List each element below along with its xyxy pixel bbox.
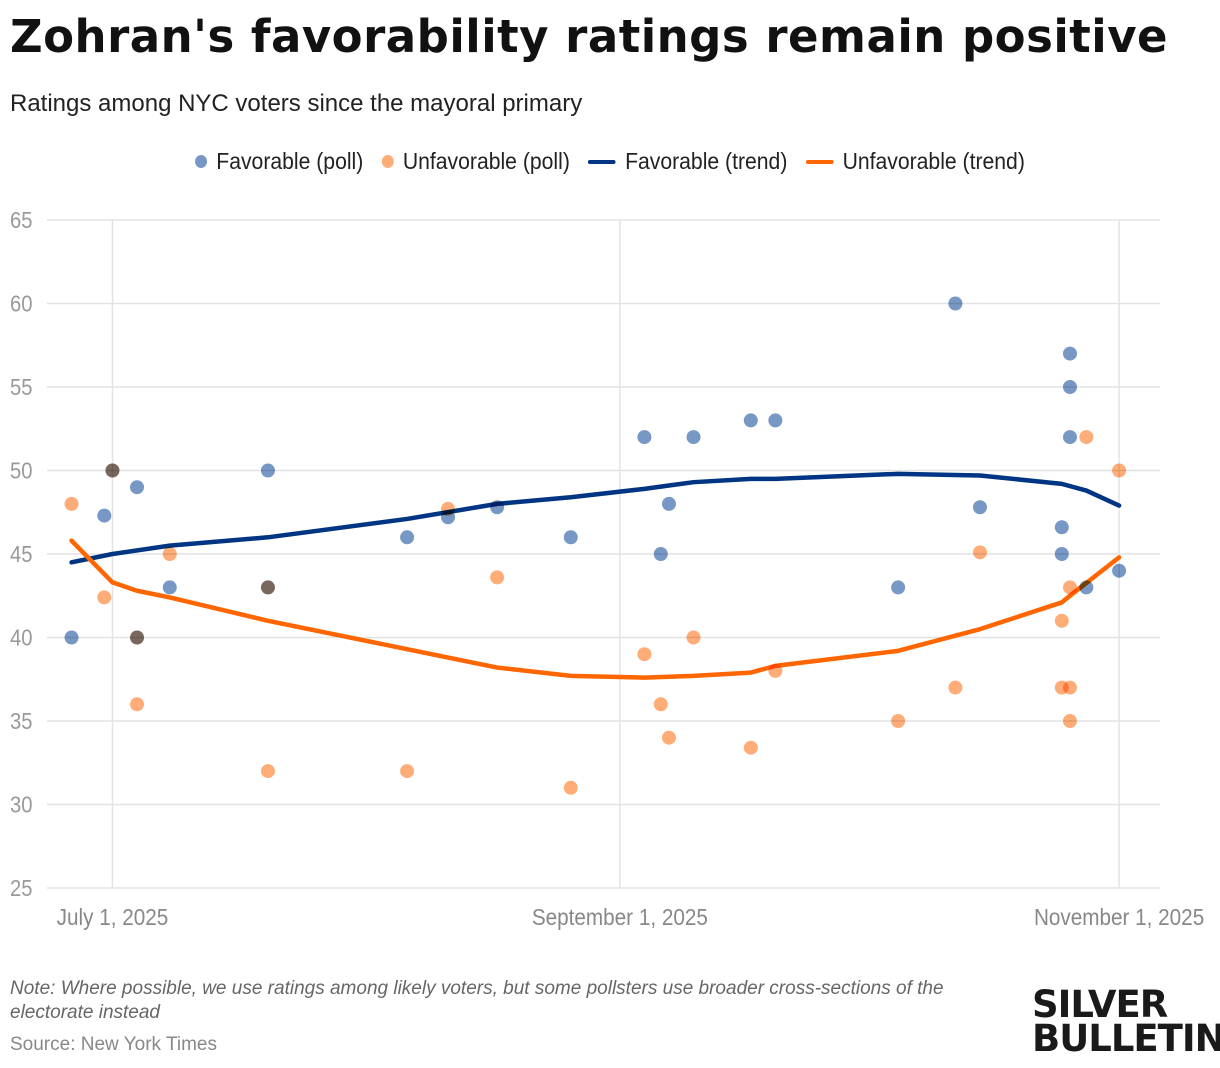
favorable-poll-point (653, 547, 668, 561)
favorable-poll-point (490, 500, 505, 515)
unfavorable-poll-point (1054, 613, 1069, 628)
legend-swatch (381, 155, 394, 168)
unfavorable-poll-point (948, 680, 963, 695)
favorable-poll-point (64, 630, 79, 645)
favorable-poll-point (661, 496, 676, 511)
unfavorable-poll-point (64, 496, 79, 511)
unfavorable-poll-point (490, 570, 505, 585)
legend-swatch (588, 159, 616, 164)
chart-subtitle: Ratings among NYC voters since the mayor… (10, 90, 583, 117)
favorable-poll-point (162, 580, 177, 595)
unfavorable-poll-point (260, 580, 275, 595)
unfavorable-poll-point (653, 697, 668, 712)
unfavorable-trend-line (69, 538, 1122, 680)
legend-item-unfavorable-trend: Unfavorable (trend) (805, 148, 1025, 175)
legend-label: Favorable (trend) (625, 148, 788, 174)
unfavorable-poll-point (400, 764, 415, 779)
x-tick-label: November 1, 2025 (1034, 904, 1204, 930)
favorable-poll-point (1062, 346, 1077, 361)
unfavorable-poll-point (130, 630, 145, 645)
y-tick-label: 60 (10, 290, 33, 317)
favorable-poll-point (768, 413, 783, 428)
legend-item-unfavorable-poll: Unfavorable (poll) (381, 148, 570, 175)
y-tick-label: 40 (10, 624, 33, 651)
legend-item-favorable-poll: Favorable (poll) (195, 148, 363, 175)
unfavorable-poll-point (743, 740, 758, 755)
favorable-poll-point (1054, 520, 1069, 535)
favorable-poll-point (400, 530, 415, 545)
unfavorable-poll-point (97, 590, 112, 605)
favorable-poll-point (686, 430, 701, 445)
y-tick-label: 35 (10, 708, 33, 735)
x-tick-label: July 1, 2025 (57, 904, 169, 930)
legend-label: Favorable (poll) (216, 148, 364, 174)
legend-item-favorable-trend: Favorable (trend) (588, 148, 787, 175)
favorable-poll-point (563, 530, 578, 545)
unfavorable-poll-point (130, 697, 145, 712)
unfavorable-poll-point (1112, 463, 1127, 478)
legend-swatch (195, 155, 208, 168)
unfavorable-poll-point (260, 764, 275, 779)
unfavorable-poll-point (162, 547, 177, 561)
favorable-trend-line (69, 471, 1122, 565)
unfavorable-poll-point (1062, 714, 1077, 728)
y-tick-label: 50 (10, 457, 33, 484)
favorable-poll-point (891, 580, 906, 595)
unfavorable-poll-point (768, 663, 783, 678)
y-tick-label: 65 (10, 207, 33, 234)
y-tick-label: 45 (10, 541, 33, 568)
y-tick-label: 25 (10, 875, 33, 902)
unfavorable-poll-point (661, 730, 676, 745)
chart-plot: 25 30 35 40 45 50 55 60 65 July 1, 2025 September … (10, 207, 1204, 930)
legend-label: Unfavorable (poll) (402, 148, 570, 174)
favorable-poll-point (130, 480, 145, 495)
legend-swatch (805, 159, 834, 164)
favorable-poll-point (1062, 430, 1077, 445)
chart-note: Note: Where possible, we use ratings amo… (10, 978, 944, 1023)
unfavorable-poll-point (637, 647, 652, 662)
favorable-poll-point (1054, 547, 1069, 561)
unfavorable-poll-point (441, 501, 456, 516)
favorable-poll-point (1112, 563, 1127, 578)
y-tick-label: 30 (10, 791, 33, 818)
unfavorable-poll-point (1079, 430, 1094, 445)
unfavorable-poll-point (105, 463, 120, 478)
chart-source: Source: New York Times (10, 1034, 217, 1055)
favorable-poll-point (637, 430, 652, 445)
unfavorable-poll-point (563, 780, 578, 795)
favorable-poll-point (97, 508, 112, 523)
favorable-poll-point (948, 296, 963, 311)
x-tick-label: September 1, 2025 (532, 904, 708, 930)
silver-bulletin-logo: SILVER BULLETIN (1032, 983, 1220, 1060)
favorable-poll-point (743, 413, 758, 428)
unfavorable-poll-point (686, 630, 701, 645)
y-tick-label: 55 (10, 374, 33, 401)
chart-title: Zohran's favorability ratings remain pos… (10, 10, 1169, 63)
unfavorable-poll-point (891, 714, 906, 728)
favorable-poll-point (1062, 380, 1077, 394)
unfavorable-poll-point (1062, 680, 1077, 695)
favorable-poll-point (260, 463, 275, 478)
unfavorable-poll-point (1062, 580, 1077, 595)
legend-label: Unfavorable (trend) (842, 148, 1025, 174)
favorable-poll-point (1079, 580, 1094, 595)
favorable-poll-point (972, 500, 987, 515)
unfavorable-poll-point (972, 545, 987, 560)
legend: Favorable (poll) Unfavorable (poll) Favo… (49, 148, 1171, 175)
